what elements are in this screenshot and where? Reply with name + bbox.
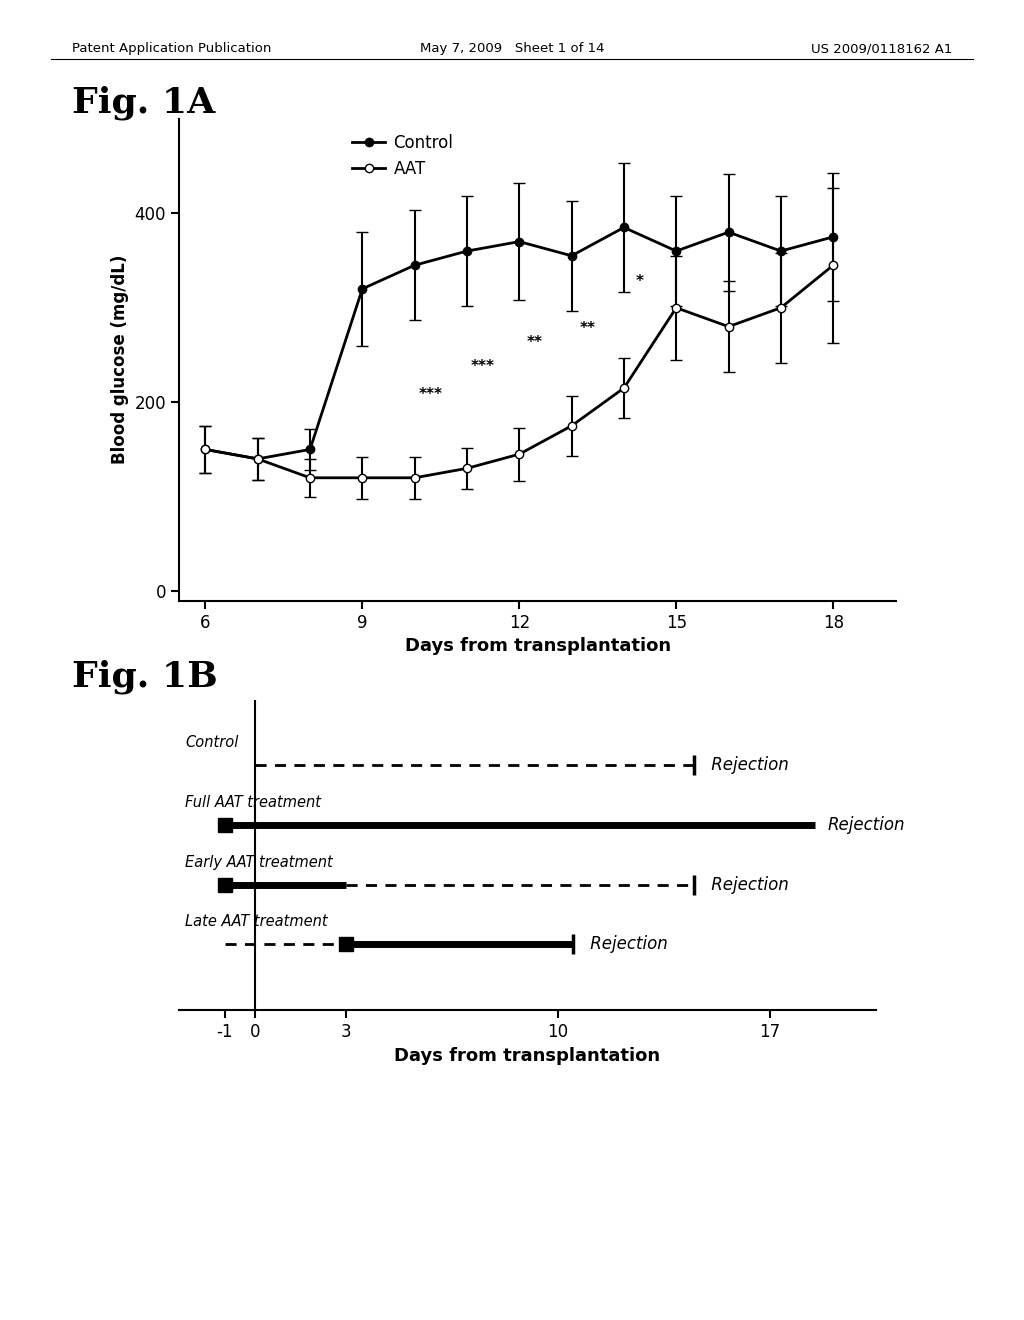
Text: ***: *** <box>471 359 495 374</box>
Text: Fig. 1A: Fig. 1A <box>72 86 215 120</box>
Text: Rejection: Rejection <box>706 756 788 775</box>
Text: Full AAT treatment: Full AAT treatment <box>185 795 322 810</box>
Text: *: * <box>636 273 644 289</box>
Text: US 2009/0118162 A1: US 2009/0118162 A1 <box>811 42 952 55</box>
Text: Rejection: Rejection <box>827 816 904 834</box>
Text: Patent Application Publication: Patent Application Publication <box>72 42 271 55</box>
Text: Rejection: Rejection <box>585 935 668 953</box>
Y-axis label: Blood glucose (mg/dL): Blood glucose (mg/dL) <box>111 255 129 465</box>
Text: Fig. 1B: Fig. 1B <box>72 660 217 694</box>
X-axis label: Days from transplantation: Days from transplantation <box>404 638 671 655</box>
Text: **: ** <box>527 335 543 350</box>
Text: Control: Control <box>185 735 239 750</box>
X-axis label: Days from transplantation: Days from transplantation <box>394 1047 660 1064</box>
Text: Late AAT treatment: Late AAT treatment <box>185 915 328 929</box>
Legend: Control, AAT: Control, AAT <box>345 127 460 185</box>
Text: **: ** <box>580 321 595 337</box>
Text: Early AAT treatment: Early AAT treatment <box>185 854 333 870</box>
Text: Rejection: Rejection <box>706 875 788 894</box>
Text: ***: *** <box>419 387 442 403</box>
Text: May 7, 2009   Sheet 1 of 14: May 7, 2009 Sheet 1 of 14 <box>420 42 604 55</box>
